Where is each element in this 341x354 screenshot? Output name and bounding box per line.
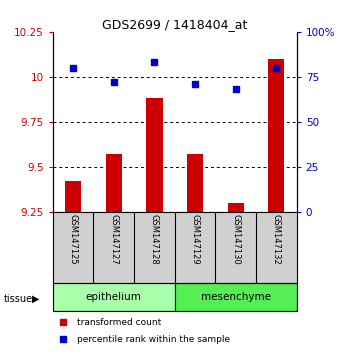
Text: percentile rank within the sample: percentile rank within the sample	[77, 335, 231, 344]
Text: mesenchyme: mesenchyme	[201, 292, 271, 302]
Text: GSM147132: GSM147132	[272, 214, 281, 264]
Text: GSM147129: GSM147129	[191, 214, 199, 264]
Bar	[65, 181, 81, 212]
Text: GSM147130: GSM147130	[231, 214, 240, 264]
Text: GSM147127: GSM147127	[109, 214, 118, 264]
Text: tissue: tissue	[3, 294, 32, 304]
Text: GSM147128: GSM147128	[150, 214, 159, 264]
Text: ▶: ▶	[32, 294, 40, 304]
Text: transformed count: transformed count	[77, 318, 162, 327]
Bar	[227, 202, 244, 212]
Bar	[106, 154, 122, 212]
Bar	[146, 98, 163, 212]
Text: GSM147125: GSM147125	[69, 214, 78, 264]
Title: GDS2699 / 1418404_at: GDS2699 / 1418404_at	[102, 18, 248, 31]
Text: epithelium: epithelium	[86, 292, 142, 302]
Bar	[53, 284, 175, 311]
Bar	[187, 154, 203, 212]
Bar	[175, 284, 297, 311]
Bar	[268, 59, 284, 212]
